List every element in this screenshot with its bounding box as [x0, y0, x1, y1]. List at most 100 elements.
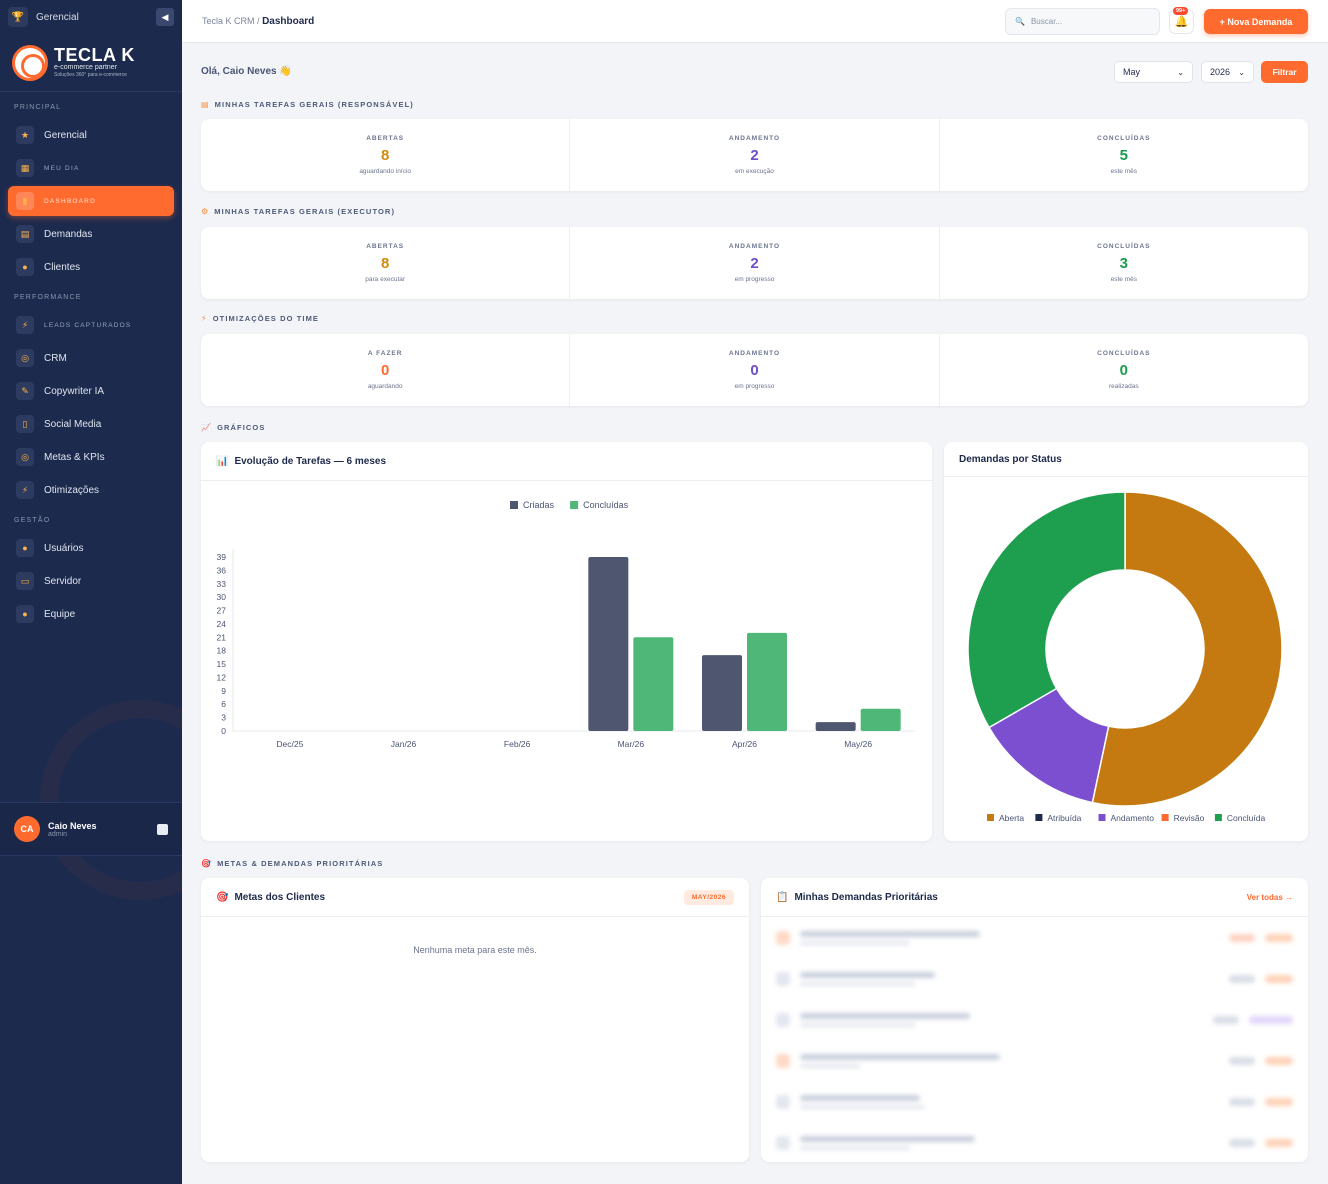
phone-icon: ▯	[16, 415, 34, 433]
calendar-icon: ▦	[16, 159, 34, 177]
y-tick-label: 6	[221, 699, 226, 709]
breadcrumb-root[interactable]: Tecla K CRM	[202, 15, 255, 26]
panel-title: Metas dos Clientes	[234, 891, 326, 903]
stat-andamento[interactable]: ANDAMENTO 2 em execução	[570, 119, 940, 191]
metas-panel: 🎯 Metas dos Clientes MAY/2026 Nenhuma me…	[201, 878, 749, 1162]
legend-swatch	[1098, 814, 1106, 821]
sidebar-item-copywriter[interactable]: ✎ Copywriter IA	[8, 376, 174, 406]
users-icon: ●	[16, 258, 34, 276]
breadcrumb-current: Dashboard	[262, 15, 315, 27]
list-item[interactable]	[761, 958, 1308, 999]
x-tick-label: Feb/26	[504, 739, 531, 749]
month-select[interactable]: May ⌄	[1114, 61, 1193, 83]
legend-swatch	[1214, 814, 1222, 821]
legend-label: Aberta	[999, 813, 1024, 823]
section-label-gestao: GESTÃO	[14, 517, 51, 524]
y-tick-label: 27	[217, 606, 227, 616]
sidebar-item-meu-dia[interactable]: ▦ MEU DIA	[8, 153, 174, 183]
notification-badge: 99+	[1173, 7, 1189, 15]
search-input[interactable]: 🔍 Buscar...	[1005, 8, 1160, 35]
stat-andamento[interactable]: ANDAMENTO 2 em progresso	[570, 227, 940, 299]
user-name: Caio Neves	[48, 820, 97, 831]
sidebar-item-gerencial[interactable]: ★ Gerencial	[8, 120, 174, 150]
y-tick-label: 39	[217, 552, 227, 562]
sidebar-item-leads[interactable]: ⚡ LEADS CAPTURADOS	[8, 310, 174, 340]
list-item[interactable]	[761, 1040, 1308, 1081]
notifications-button[interactable]: 🔔 99+	[1169, 7, 1194, 34]
slice-aberta	[1091, 491, 1283, 807]
list-item[interactable]	[761, 1081, 1308, 1122]
y-tick-label: 33	[217, 579, 227, 589]
priority-demands-panel: 📋 Minhas Demandas Prioritárias Ver todas…	[761, 878, 1308, 1162]
sidebar-item-social-media[interactable]: ▯ Social Media	[8, 409, 174, 439]
legend-swatch	[510, 501, 518, 509]
sidebar-item-metas[interactable]: ◎ Metas & KPIs	[8, 442, 174, 472]
panel-header: 📋 Minhas Demandas Prioritárias Ver todas…	[761, 878, 1308, 917]
sidebar-item-otimizacoes[interactable]: ⚡ Otimizações	[8, 475, 174, 505]
stat-value: 0	[1119, 362, 1128, 379]
panel-header: Demandas por Status	[944, 442, 1308, 477]
legend-swatch	[1161, 814, 1169, 821]
section-title-metas: 🎯 METAS & DEMANDAS PRIORITÁRIAS	[201, 859, 384, 868]
panel-title: Evolução de Tarefas — 6 meses	[234, 455, 387, 467]
sidebar-item-dashboard[interactable]: ▮ DASHBOARD	[8, 186, 174, 216]
bar-criadas	[815, 722, 856, 731]
breadcrumb: Tecla K CRM / Dashboard	[202, 16, 314, 27]
bolt-icon: ⚡	[16, 481, 34, 499]
breadcrumb-separator: /	[257, 15, 260, 26]
see-all-link[interactable]: Ver todas →	[1246, 892, 1293, 902]
bar-chart-icon: 📊	[216, 455, 229, 467]
sidebar-item-crm[interactable]: ◎ CRM	[8, 343, 174, 373]
sidebar: 🏆 Gerencial ◀ TECLA K e-commerce partner…	[0, 0, 182, 1184]
stat-abertas[interactable]: ABERTAS 8 para executar	[201, 227, 571, 299]
slice-concluída	[967, 491, 1126, 729]
list-item[interactable]	[761, 1122, 1308, 1162]
logo-title: TECLA K	[54, 45, 135, 65]
legend-swatch	[1035, 814, 1043, 821]
stat-a-fazer[interactable]: A FAZER 0 aguardando	[201, 334, 571, 406]
logout-icon[interactable]	[157, 823, 168, 835]
logo: TECLA K e-commerce partner Soluções 360°…	[0, 34, 182, 92]
sidebar-item-equipe[interactable]: ● Equipe	[8, 599, 174, 629]
panel-title: Minhas Demandas Prioritárias	[794, 891, 938, 903]
stat-value: 8	[380, 255, 390, 272]
users-icon: ●	[16, 539, 34, 557]
list-item[interactable]	[761, 999, 1308, 1040]
y-tick-label: 30	[217, 592, 227, 602]
sidebar-header: 🏆 Gerencial ◀	[0, 0, 182, 34]
collapse-sidebar-button[interactable]: ◀	[156, 8, 174, 26]
user-profile[interactable]: CA Caio Neves admin	[0, 802, 182, 856]
sidebar-item-servidor[interactable]: ▭ Servidor	[8, 566, 174, 596]
person-icon: ●	[16, 605, 34, 623]
status-donut-chart: Aberta Atribuída Andamento Revisão Concluída	[967, 491, 1283, 823]
x-tick-label: May/26	[844, 739, 872, 749]
x-tick-label: Dec/25	[276, 739, 303, 749]
clipboard-icon: ▤	[201, 100, 210, 109]
bar-criadas	[588, 557, 629, 731]
user-role: admin	[48, 830, 68, 838]
list-item[interactable]	[761, 917, 1308, 958]
new-demand-button[interactable]: + Nova Demanda	[1204, 9, 1308, 34]
sidebar-item-usuarios[interactable]: ● Usuários	[8, 533, 174, 563]
sidebar-item-clientes[interactable]: ● Clientes	[8, 252, 174, 282]
pen-icon: ✎	[16, 382, 34, 400]
stat-value: 2	[750, 255, 759, 272]
stat-concluidas[interactable]: CONCLUÍDAS 5 este mês	[1097, 135, 1151, 175]
year-select[interactable]: 2026 ⌄	[1201, 61, 1254, 83]
bolt-icon: ⚡	[16, 316, 34, 334]
x-tick-label: Mar/26	[618, 739, 645, 749]
clipboard-icon: 📋	[776, 891, 789, 903]
sidebar-item-demandas[interactable]: ▤ Demandas	[8, 219, 174, 249]
logo-tagline: Soluções 360° para e-commerce	[54, 72, 127, 78]
bar-chart-icon: ▮	[16, 192, 34, 210]
panel-title: Demandas por Status	[959, 453, 1062, 465]
bar-criadas	[702, 655, 742, 731]
avatar: CA	[14, 816, 40, 842]
stat-abertas[interactable]: ABERTAS 8 aguardando início	[201, 119, 571, 191]
chevron-down-icon: ⌄	[1238, 67, 1245, 77]
filter-button[interactable]: Filtrar	[1261, 61, 1308, 83]
stat-concluidas[interactable]: CONCLUÍDAS 0 realizadas	[1097, 350, 1151, 390]
month-value: May	[1123, 67, 1141, 77]
stat-andamento[interactable]: ANDAMENTO 0 em progresso	[570, 334, 940, 406]
stat-concluidas[interactable]: CONCLUÍDAS 3 este mês	[1097, 243, 1151, 283]
